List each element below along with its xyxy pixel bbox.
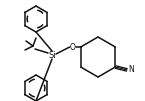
Text: O: O — [70, 43, 76, 52]
Text: Si: Si — [48, 50, 56, 59]
Text: N: N — [128, 66, 134, 75]
